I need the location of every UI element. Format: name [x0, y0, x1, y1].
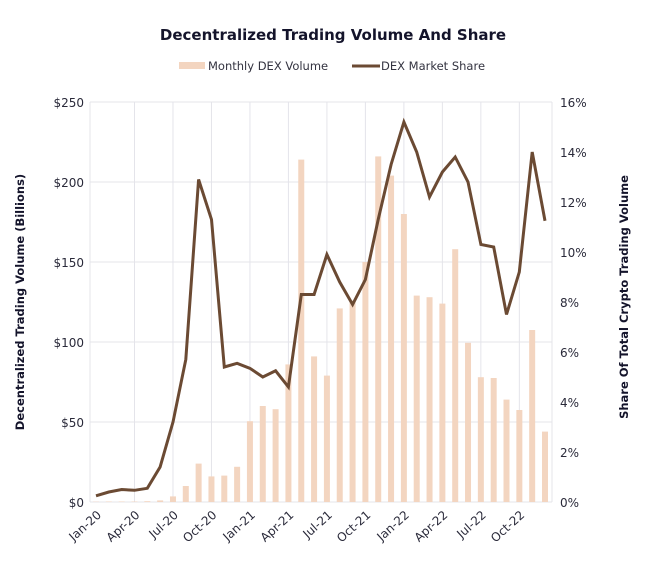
- left-axis-title: Decentralized Trading Volume (Billions): [13, 174, 27, 430]
- x-tick-label: Oct-21: [334, 508, 373, 545]
- volume-bar: [234, 466, 241, 502]
- x-tick-label: Jan-22: [373, 508, 411, 545]
- volume-bar: [272, 409, 279, 502]
- volume-bar: [452, 249, 459, 502]
- volume-bar: [195, 463, 202, 502]
- volume-bar: [311, 356, 318, 502]
- volume-bar: [169, 496, 176, 502]
- volume-bar: [144, 501, 151, 502]
- volume-bar: [323, 375, 330, 502]
- share-line: [95, 117, 547, 498]
- right-tick-label: 12%: [560, 196, 587, 210]
- x-tick-label: Apr-21: [258, 508, 297, 545]
- volume-bar: [349, 300, 356, 502]
- volume-bar: [259, 406, 266, 502]
- volume-bar: [503, 399, 510, 502]
- volume-bar: [362, 262, 369, 502]
- x-tick-label: Apr-22: [412, 508, 451, 545]
- volume-bar: [336, 308, 343, 502]
- volume-bar: [182, 486, 189, 502]
- x-tick-label: Jul-20: [146, 508, 181, 542]
- volume-bar: [477, 377, 484, 502]
- right-axis-ticks: 0% 2% 4% 6% 8% 10% 12% 14% 16%: [560, 96, 587, 510]
- volume-bar: [400, 214, 407, 502]
- x-tick-label: Jul-22: [453, 508, 488, 542]
- left-tick-label: $100: [53, 336, 84, 350]
- volume-bar: [465, 342, 472, 502]
- volume-bar: [157, 500, 164, 502]
- legend: Monthly DEX Volume DEX Market Share: [179, 59, 485, 73]
- legend-swatch-volume: [179, 62, 205, 69]
- volume-bar: [208, 476, 215, 502]
- right-tick-label: 4%: [560, 396, 579, 410]
- left-tick-label: $0: [69, 496, 84, 510]
- right-tick-label: 0%: [560, 496, 579, 510]
- x-tick-label: Jan-20: [66, 508, 104, 545]
- x-tick-label: Apr-20: [104, 508, 143, 545]
- volume-bar: [388, 175, 395, 502]
- share-line-layer: [95, 117, 547, 498]
- volume-bar: [413, 295, 420, 502]
- right-tick-label: 6%: [560, 346, 579, 360]
- legend-label-share: DEX Market Share: [381, 59, 485, 73]
- right-tick-label: 16%: [560, 96, 587, 110]
- volume-bar: [529, 330, 536, 502]
- left-tick-label: $250: [53, 96, 84, 110]
- right-tick-label: 10%: [560, 246, 587, 260]
- right-axis-title: Share Of Total Crypto Trading Volume: [617, 175, 631, 419]
- left-tick-label: $150: [53, 256, 84, 270]
- volume-bar: [375, 156, 382, 502]
- volume-bar: [221, 475, 228, 502]
- x-axis-ticks: Jan-20 Apr-20 Jul-20 Oct-20 Jan-21 Apr-21 Jul-…: [66, 508, 528, 545]
- x-tick-label: Oct-22: [488, 508, 527, 545]
- legend-label-volume: Monthly DEX Volume: [208, 59, 328, 73]
- volume-bars: [93, 156, 548, 502]
- x-tick-label: Oct-20: [180, 508, 219, 545]
- right-tick-label: 2%: [560, 446, 579, 460]
- volume-bar: [439, 303, 446, 502]
- x-tick-label: Jan-21: [220, 508, 258, 545]
- volume-bar: [542, 431, 548, 502]
- volume-bar: [246, 421, 253, 502]
- left-tick-label: $200: [53, 176, 84, 190]
- volume-bar: [490, 378, 497, 502]
- right-tick-label: 8%: [560, 296, 579, 310]
- right-tick-label: 14%: [560, 146, 587, 160]
- x-tick-label: Jul-21: [299, 508, 334, 542]
- volume-bar: [426, 297, 433, 502]
- left-axis-ticks: $0 $50 $100 $150 $200 $250: [53, 96, 84, 510]
- chart-title: Decentralized Trading Volume And Share: [160, 26, 506, 44]
- left-tick-label: $50: [61, 416, 84, 430]
- volume-bar: [298, 159, 305, 502]
- volume-bar: [516, 410, 523, 502]
- volume-bar: [285, 364, 292, 502]
